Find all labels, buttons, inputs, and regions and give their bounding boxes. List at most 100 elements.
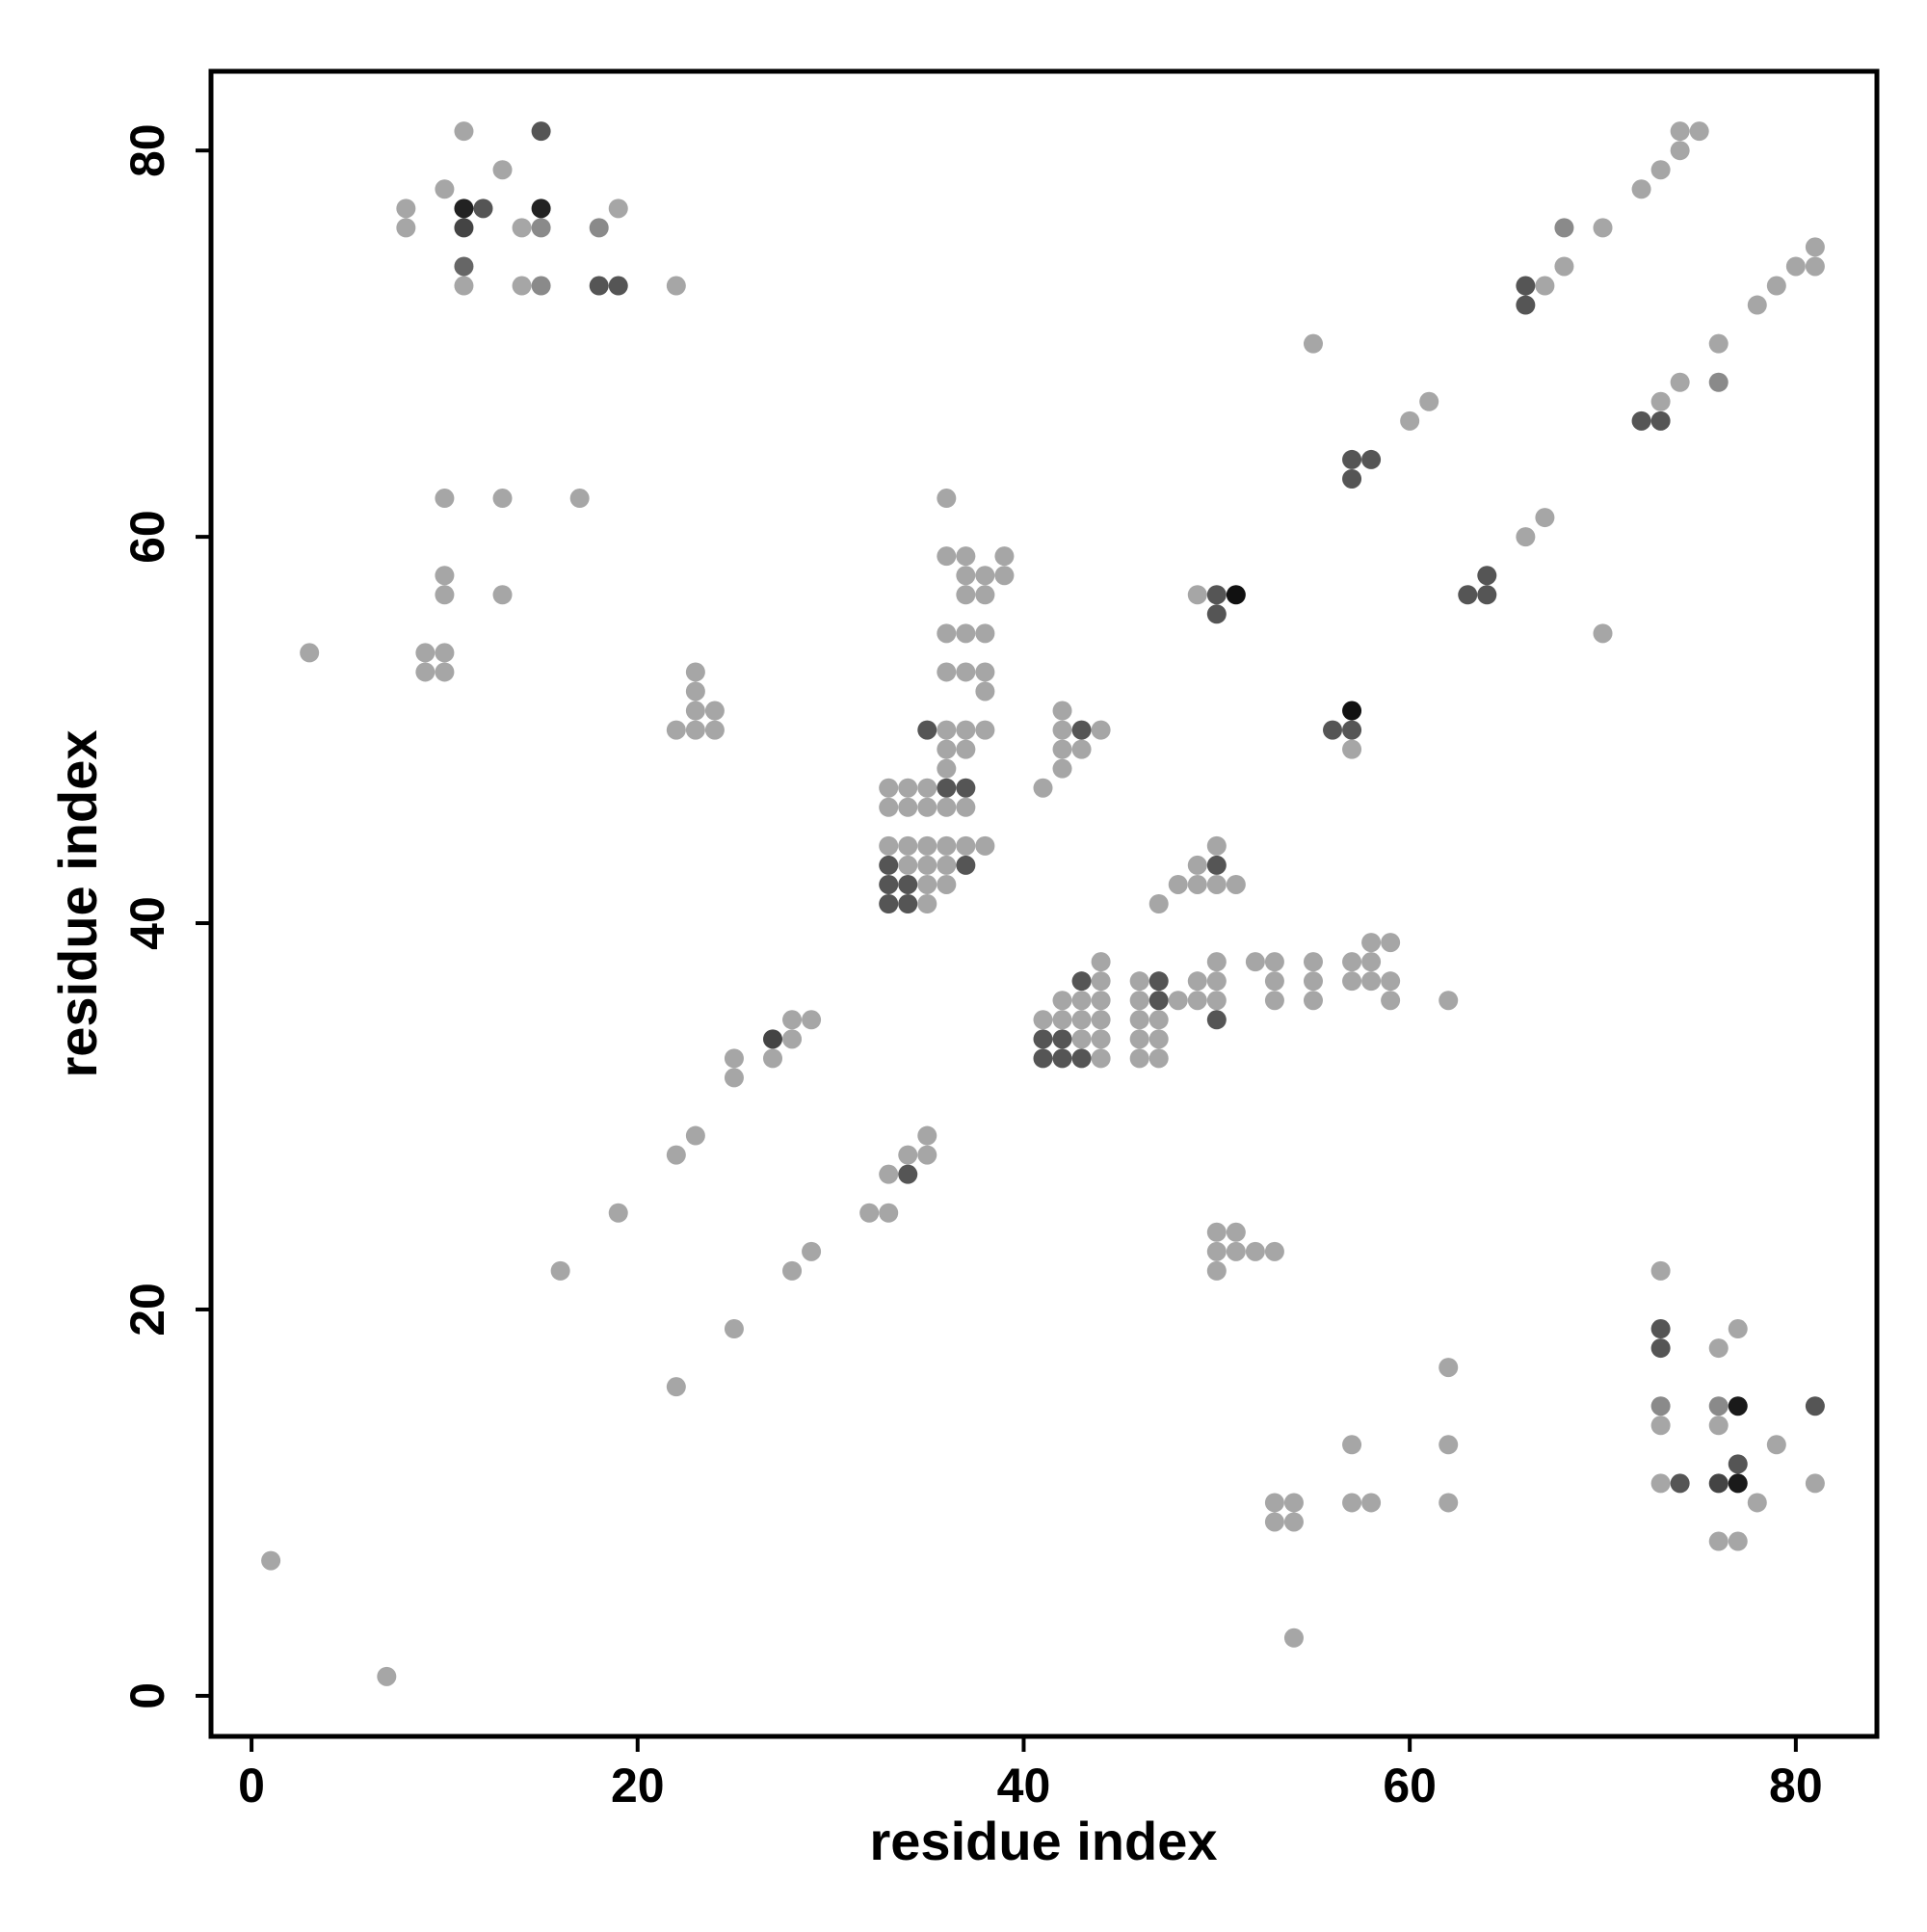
point bbox=[1206, 855, 1227, 875]
point bbox=[975, 566, 995, 586]
point bbox=[956, 585, 976, 605]
point bbox=[1071, 720, 1092, 740]
point bbox=[879, 894, 899, 913]
point bbox=[1187, 585, 1207, 605]
point bbox=[1785, 256, 1806, 277]
point bbox=[1091, 1010, 1111, 1030]
point bbox=[1226, 585, 1246, 605]
point bbox=[975, 835, 995, 856]
point bbox=[975, 720, 995, 740]
point bbox=[1168, 991, 1188, 1011]
point bbox=[1593, 218, 1613, 238]
point bbox=[802, 1010, 822, 1030]
point bbox=[1554, 218, 1574, 238]
point bbox=[1091, 952, 1111, 972]
point bbox=[1264, 1493, 1284, 1513]
point bbox=[1245, 952, 1265, 972]
point bbox=[396, 218, 416, 238]
point bbox=[1148, 1029, 1169, 1049]
point bbox=[415, 643, 436, 663]
point bbox=[956, 855, 976, 875]
point bbox=[1708, 333, 1729, 354]
point bbox=[1342, 449, 1362, 469]
point bbox=[1226, 1241, 1246, 1261]
point bbox=[763, 1029, 783, 1049]
point bbox=[1245, 1241, 1265, 1261]
point bbox=[763, 1048, 783, 1069]
point bbox=[492, 585, 513, 605]
point bbox=[937, 797, 957, 817]
point bbox=[1052, 701, 1072, 721]
point bbox=[1091, 720, 1111, 740]
point bbox=[1148, 991, 1169, 1011]
point bbox=[898, 1164, 918, 1184]
point bbox=[1439, 1358, 1459, 1378]
point bbox=[1206, 1010, 1227, 1030]
y-tick-label: 80 bbox=[120, 123, 174, 177]
point bbox=[1342, 1435, 1362, 1455]
point bbox=[1477, 566, 1497, 586]
point bbox=[1439, 1435, 1459, 1455]
point bbox=[1206, 991, 1227, 1011]
point bbox=[454, 218, 474, 238]
point bbox=[917, 855, 937, 875]
point bbox=[589, 276, 609, 296]
point bbox=[724, 1319, 744, 1339]
point bbox=[1728, 1319, 1748, 1339]
point bbox=[937, 720, 957, 740]
point bbox=[937, 489, 957, 509]
point bbox=[1148, 1048, 1169, 1069]
point bbox=[1206, 971, 1227, 992]
point bbox=[917, 720, 937, 740]
point bbox=[1071, 739, 1092, 759]
point bbox=[1342, 739, 1362, 759]
point bbox=[666, 1377, 686, 1397]
point bbox=[531, 121, 551, 142]
point bbox=[1631, 179, 1651, 199]
point bbox=[1342, 971, 1362, 992]
point bbox=[1187, 991, 1207, 1011]
point bbox=[956, 720, 976, 740]
point bbox=[975, 681, 995, 701]
point bbox=[898, 874, 918, 894]
point bbox=[704, 720, 725, 740]
point bbox=[1264, 971, 1284, 992]
x-axis-title: residue index bbox=[869, 1811, 1217, 1871]
point bbox=[1650, 160, 1671, 180]
point bbox=[1033, 1010, 1053, 1030]
point bbox=[1805, 1473, 1825, 1494]
point bbox=[1747, 295, 1767, 315]
point bbox=[435, 643, 455, 663]
point bbox=[975, 623, 995, 644]
point bbox=[994, 546, 1015, 567]
point bbox=[1091, 971, 1111, 992]
point bbox=[1670, 141, 1690, 161]
point bbox=[608, 276, 628, 296]
point bbox=[1400, 410, 1420, 431]
point bbox=[859, 1203, 880, 1223]
point bbox=[1670, 372, 1690, 392]
point bbox=[1535, 508, 1555, 528]
point bbox=[454, 198, 474, 219]
point bbox=[1206, 585, 1227, 605]
point bbox=[1728, 1473, 1748, 1494]
point bbox=[531, 218, 551, 238]
point bbox=[1477, 585, 1497, 605]
x-tick-label: 40 bbox=[997, 1759, 1051, 1813]
point bbox=[917, 894, 937, 913]
point bbox=[1747, 1493, 1767, 1513]
point bbox=[917, 1145, 937, 1165]
point bbox=[1361, 952, 1382, 972]
point bbox=[956, 623, 976, 644]
point bbox=[898, 1145, 918, 1165]
point bbox=[1071, 1048, 1092, 1069]
point bbox=[1091, 1048, 1111, 1069]
point bbox=[685, 681, 705, 701]
point bbox=[261, 1550, 281, 1571]
point bbox=[1708, 1338, 1729, 1359]
point bbox=[1689, 121, 1709, 142]
point bbox=[569, 489, 590, 509]
point bbox=[685, 662, 705, 682]
point bbox=[1283, 1493, 1304, 1513]
